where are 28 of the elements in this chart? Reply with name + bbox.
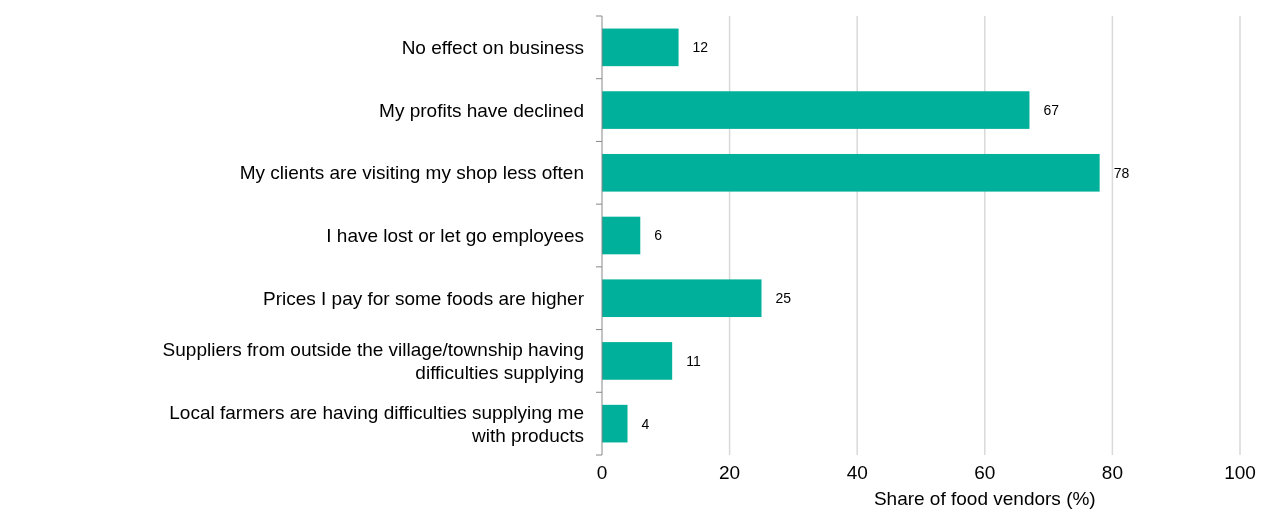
bar <box>602 279 762 318</box>
x-tick-label: 40 <box>846 462 868 483</box>
data-label: 11 <box>686 352 701 369</box>
x-tick-label: 60 <box>974 462 996 483</box>
bar <box>602 216 641 255</box>
data-label: 78 <box>1113 164 1130 181</box>
data-label: 4 <box>641 415 650 432</box>
data-label: 25 <box>775 290 792 307</box>
y-tick-label: No effect on business <box>401 37 584 59</box>
x-tick-label: 100 <box>1224 462 1256 483</box>
y-tick-label: Prices I pay for some foods are higher <box>262 287 585 309</box>
y-tick-label: My profits have declined <box>379 99 584 121</box>
y-tick-label: Suppliers from outside the village/township having difficulties supplying <box>162 339 584 384</box>
x-tick-label: 20 <box>719 462 741 483</box>
y-tick-label: I have lost or let go employees <box>326 225 584 247</box>
data-label: 6 <box>654 227 663 244</box>
y-tick-label: My clients are visiting my shop less often <box>239 162 584 184</box>
data-label: 67 <box>1043 101 1060 118</box>
data-label: 12 <box>692 39 709 56</box>
bar <box>602 342 673 380</box>
x-tick-label: 80 <box>1101 462 1123 483</box>
bar <box>602 91 1030 129</box>
x-axis-title: Share of food vendors (%) <box>873 488 1096 509</box>
y-tick-label: Local farmers are having difficulties supplying me with products <box>169 401 584 446</box>
x-tick-label: 0 <box>596 462 608 483</box>
bar <box>602 404 628 443</box>
bar <box>602 153 1100 192</box>
bar <box>602 28 679 67</box>
